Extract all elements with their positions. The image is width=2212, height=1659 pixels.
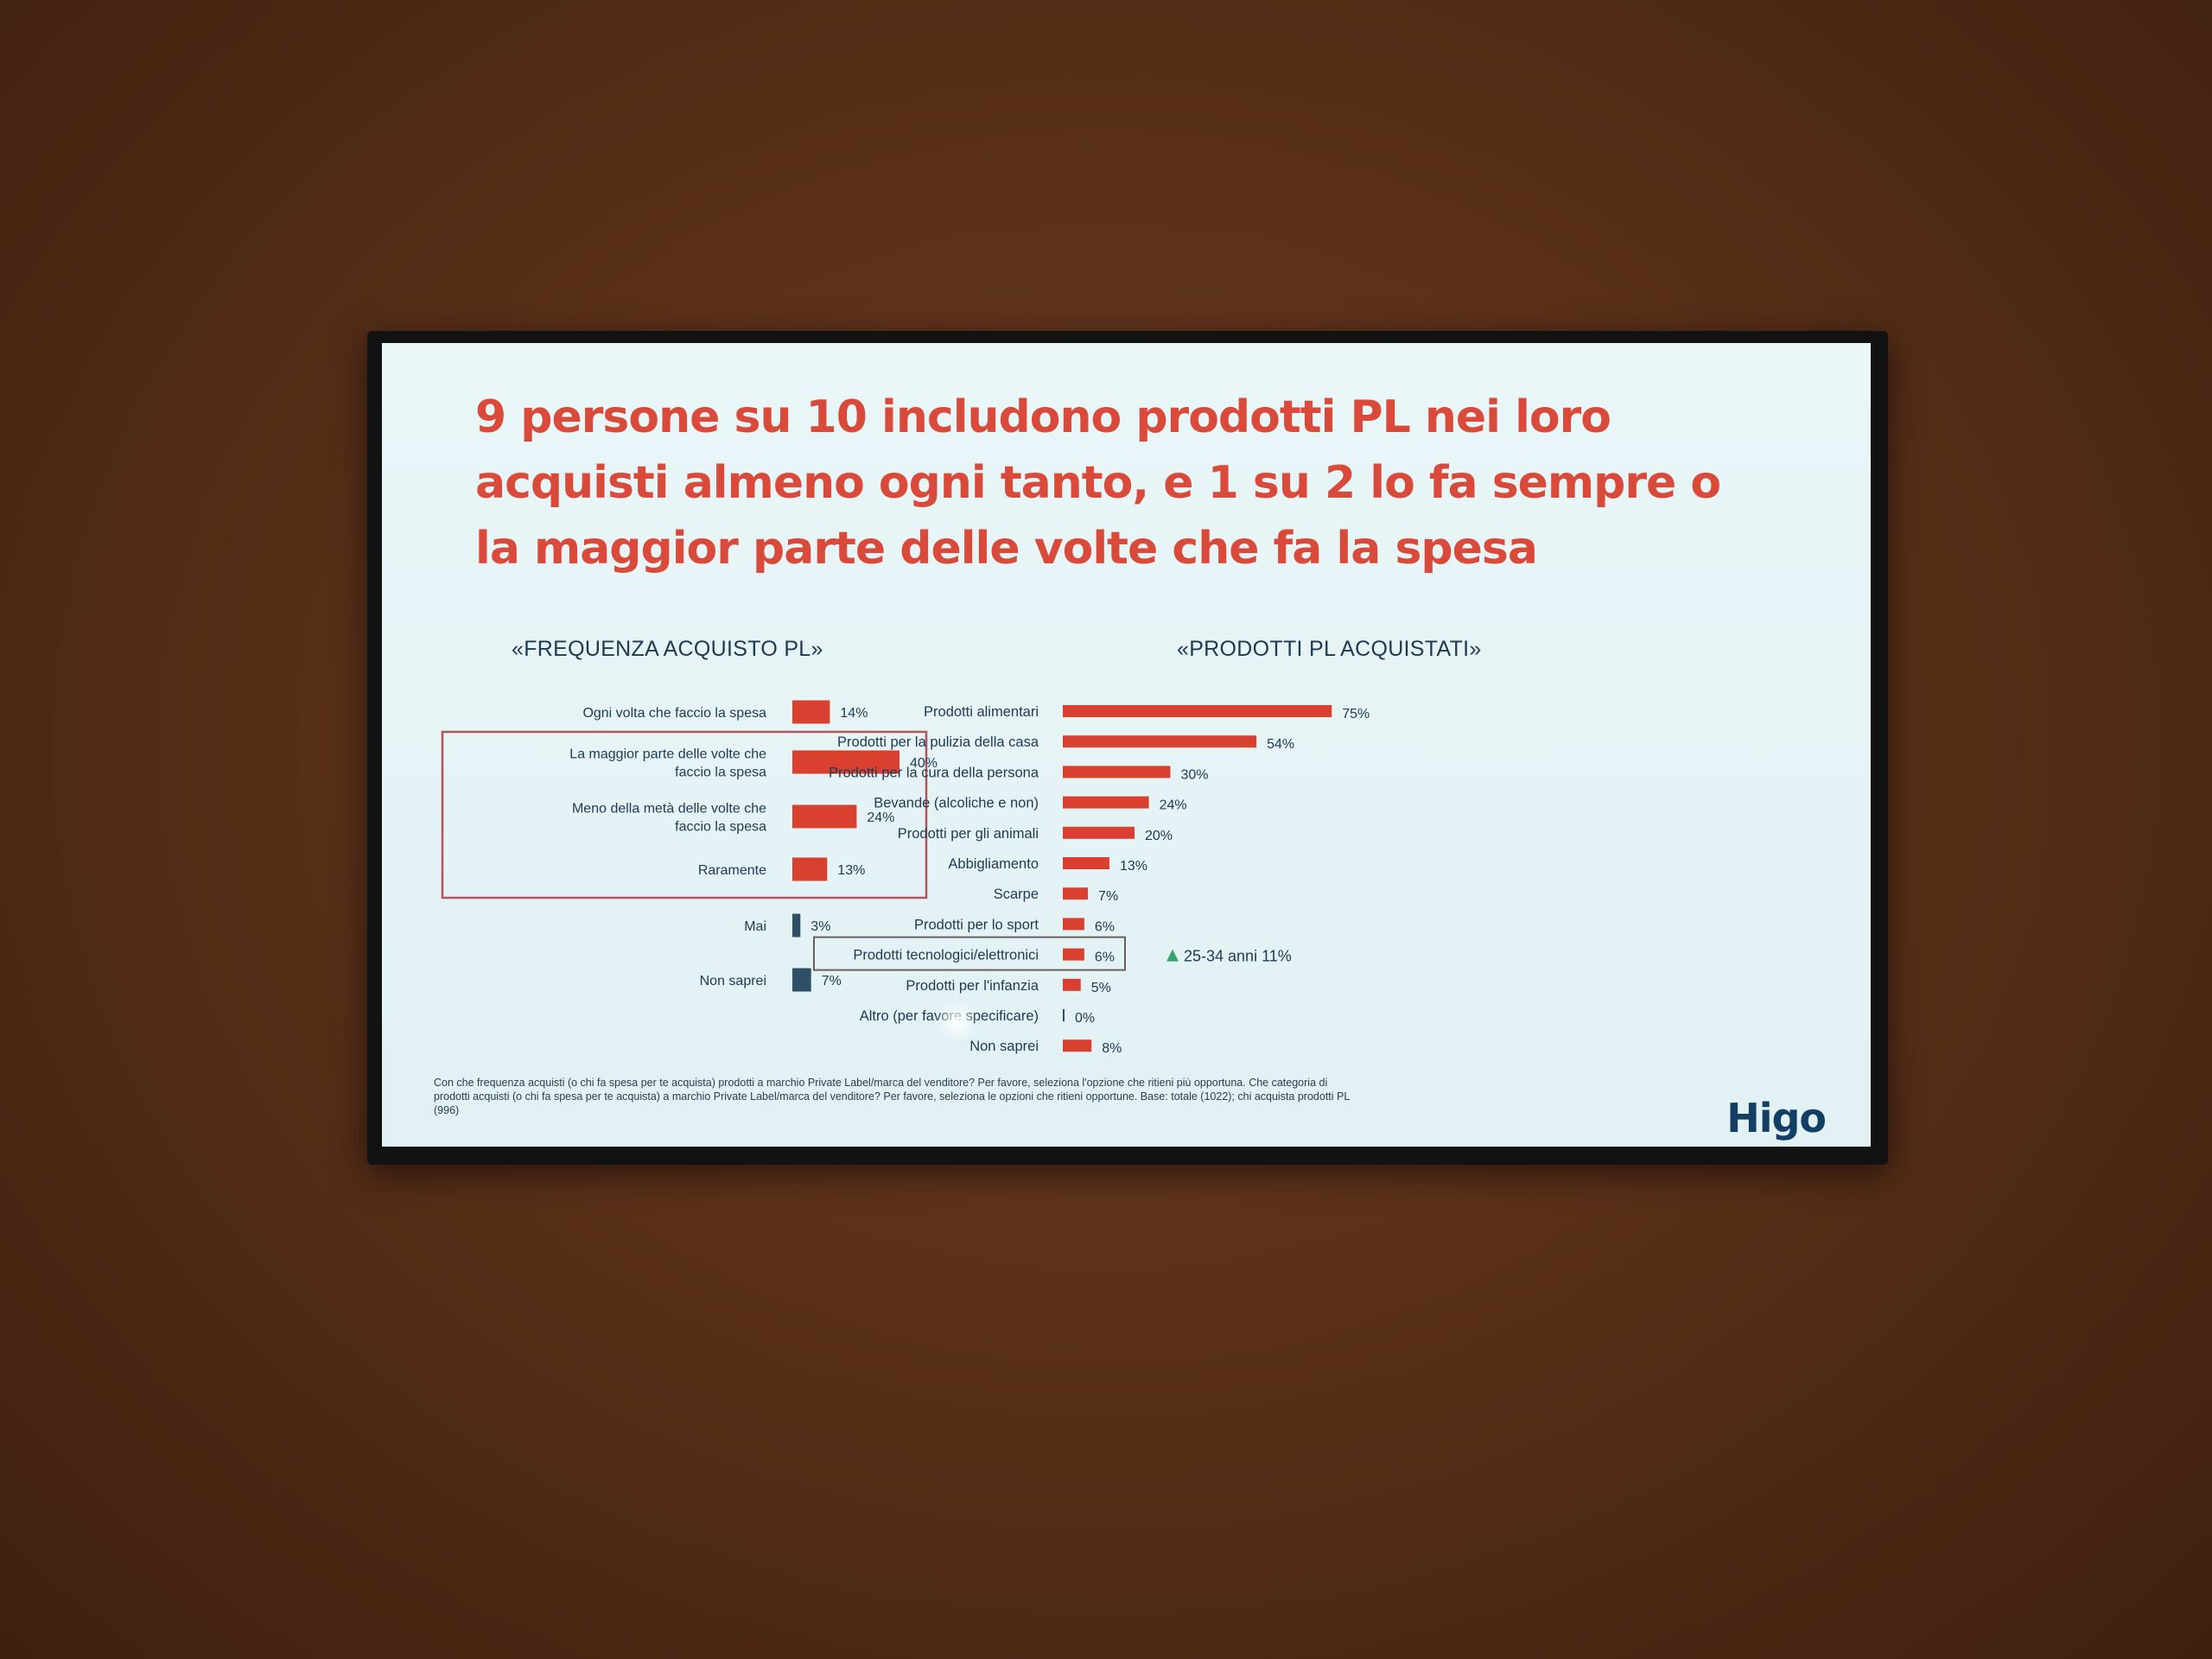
products-category-label: Prodotti per lo sport [914, 917, 1039, 932]
products-chart-title: «PRODOTTI PL ACQUISTATI» [1177, 637, 1482, 661]
products-category-label: Prodotti per l'infanzia [906, 978, 1039, 994]
products-value-label: 6% [1095, 950, 1115, 965]
frequency-bar [792, 968, 811, 992]
frequency-category-label: Raramente [698, 863, 766, 878]
products-category-label: Non saprei [969, 1039, 1039, 1054]
products-value-label: 7% [1098, 889, 1118, 904]
products-value-label: 30% [1181, 767, 1209, 782]
frequency-value-label: 3% [810, 919, 830, 934]
frequency-chart-title: «FREQUENZA ACQUISTO PL» [512, 637, 823, 661]
frequency-category-label: Meno della metà delle volte che faccio la… [572, 802, 766, 835]
products-bar [1063, 826, 1135, 839]
products-category-label: Scarpe [994, 887, 1039, 902]
products-value-label: 13% [1120, 859, 1147, 874]
frequency-category-label: La maggior parte delle volte che faccio l… [569, 747, 766, 780]
frequency-bar [792, 804, 857, 829]
products-value-label: 54% [1267, 737, 1294, 752]
slide-screen: 9 persone su 10 includono prodotti PL ne… [382, 343, 1871, 1147]
frequency-bar [792, 913, 801, 938]
products-bar [1063, 948, 1084, 961]
products-category-label: Prodotti per la cura della persona [829, 765, 1039, 780]
frequency-bar [792, 857, 828, 881]
frequency-bar [792, 700, 830, 724]
frequency-bar-chart: Ogni volta che faccio la spesa 14% La magg… [441, 700, 938, 992]
products-category-label: Prodotti per gli animali [898, 826, 1039, 842]
footnote: Con che frequenza acquisti (o chi fa spe… [434, 1077, 1350, 1116]
frequency-value-label: 24% [867, 810, 894, 825]
up-arrow-icon [1166, 949, 1179, 962]
products-category-label: Prodotti per la pulizia della casa [837, 734, 1039, 750]
products-value-label: 75% [1342, 707, 1370, 721]
products-category-label: Prodotti alimentari [924, 704, 1039, 720]
products-bar [1063, 705, 1332, 717]
products-value-label: 8% [1102, 1041, 1122, 1056]
products-bar [1063, 918, 1084, 931]
frequency-value-label: 40% [910, 756, 938, 771]
higo-logo: Higo [1726, 1095, 1827, 1141]
highlight-box-frequency [441, 730, 928, 899]
frequency-value-label: 7% [822, 974, 842, 988]
frequency-category-label: Mai [744, 919, 766, 934]
highlight-box-tech [813, 936, 1126, 971]
tech-annotation: 25-34 anni 11% [1184, 948, 1292, 965]
products-bar [1063, 887, 1089, 900]
products-bar-chart: Prodotti alimentari 75% Prodotti per la pu… [813, 704, 1370, 1056]
tv-frame: 9 persone su 10 includono prodotti PL ne… [367, 331, 1888, 1165]
frequency-category-label: Ogni volta che faccio la spesa [582, 706, 766, 721]
products-value-label: 20% [1145, 829, 1173, 843]
products-bar [1063, 978, 1081, 991]
products-category-label: Prodotti tecnologici/elettronici [853, 948, 1039, 963]
products-value-label: 6% [1095, 919, 1115, 934]
products-bar [1063, 1039, 1092, 1052]
products-bar [1063, 796, 1149, 809]
products-category-label: Abbigliamento [948, 856, 1039, 872]
products-bar [1063, 735, 1257, 748]
frequency-value-label: 14% [840, 706, 868, 721]
frequency-value-label: 13% [837, 863, 865, 878]
products-bar [1063, 857, 1109, 869]
frequency-category-label: Non saprei [700, 974, 766, 988]
screen-glare [935, 1000, 978, 1043]
frequency-bar [792, 750, 899, 774]
products-bar [1063, 766, 1171, 779]
products-value-label: 0% [1075, 1011, 1095, 1026]
products-value-label: 24% [1160, 798, 1187, 813]
slide-title: 9 persone su 10 includono prodotti PL ne… [475, 391, 1721, 575]
products-category-label: Bevande (alcoliche e non) [874, 796, 1039, 811]
products-bar [1063, 1009, 1065, 1021]
products-value-label: 5% [1091, 981, 1111, 995]
